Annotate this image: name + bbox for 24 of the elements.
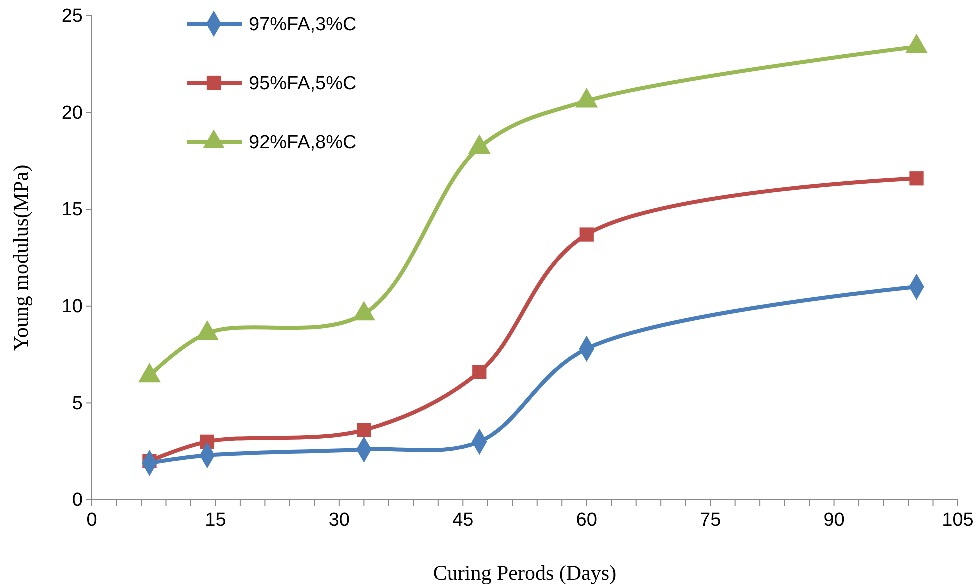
x-tick-label: 45 — [452, 510, 474, 532]
x-tick-label: 105 — [942, 510, 974, 532]
point — [576, 88, 598, 108]
y-tick-label: 0 — [72, 490, 83, 512]
y-tick-label: 15 — [62, 200, 83, 221]
y-tick-label: 5 — [72, 393, 83, 414]
y-tick-label: 25 — [62, 6, 83, 28]
y-tick-label: 10 — [62, 296, 83, 318]
y-axis-title: Young modulus(MPa) — [9, 164, 33, 352]
x-axis-title: Curing Perods (Days) — [433, 561, 617, 585]
x-tick-label: 90 — [824, 510, 845, 532]
y-tick-label: 20 — [62, 102, 83, 124]
x-tick-label: 30 — [328, 510, 350, 532]
point — [357, 423, 372, 438]
legend-label: 92%FA,8%C — [249, 132, 357, 154]
legend-label: 97%FA,3%C — [249, 14, 357, 36]
point — [905, 34, 928, 54]
x-tick-label: 75 — [700, 510, 722, 532]
point — [472, 365, 487, 380]
x-tick-label: 60 — [576, 510, 598, 532]
x-tick-label: 15 — [205, 510, 226, 532]
legend-label: 95%FA,5%C — [249, 74, 357, 95]
point — [468, 134, 491, 154]
x-tick-label: 0 — [86, 510, 98, 532]
